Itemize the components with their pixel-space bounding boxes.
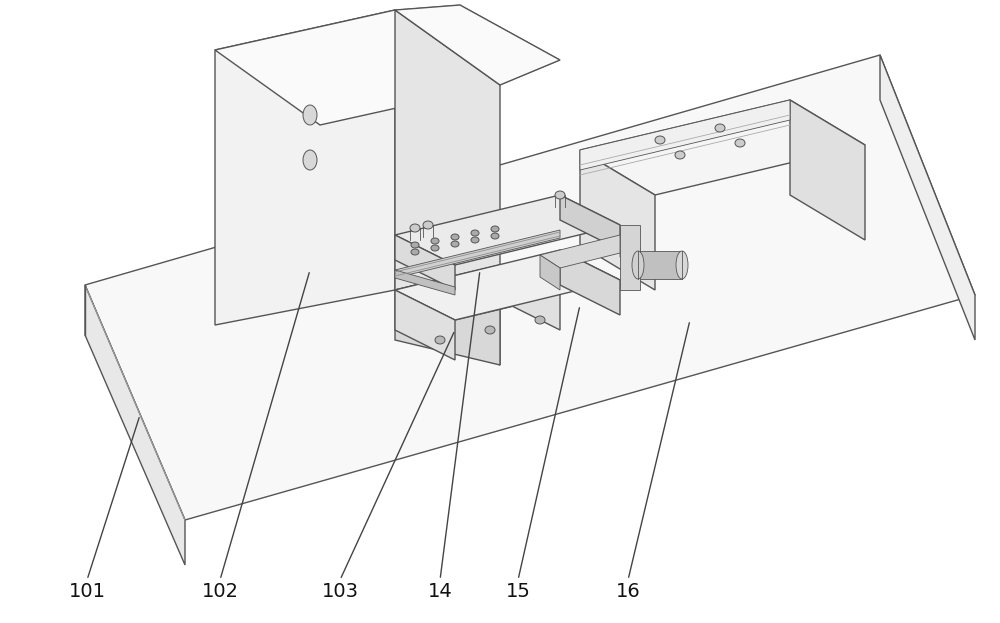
Polygon shape xyxy=(638,251,682,279)
Ellipse shape xyxy=(411,249,419,255)
Polygon shape xyxy=(580,150,655,290)
Ellipse shape xyxy=(471,237,479,243)
Text: 15: 15 xyxy=(506,582,530,601)
Ellipse shape xyxy=(675,151,685,159)
Ellipse shape xyxy=(435,336,445,344)
Polygon shape xyxy=(500,265,560,330)
Polygon shape xyxy=(395,195,620,265)
Polygon shape xyxy=(560,195,620,250)
Ellipse shape xyxy=(491,226,499,232)
Polygon shape xyxy=(395,265,560,320)
Polygon shape xyxy=(395,250,620,320)
Polygon shape xyxy=(85,55,975,520)
Polygon shape xyxy=(395,270,455,295)
Ellipse shape xyxy=(491,233,499,239)
Polygon shape xyxy=(395,235,455,290)
Polygon shape xyxy=(395,290,455,360)
Text: 103: 103 xyxy=(322,582,358,601)
Ellipse shape xyxy=(485,326,495,334)
Polygon shape xyxy=(215,10,500,125)
Ellipse shape xyxy=(555,191,565,199)
Polygon shape xyxy=(560,250,620,315)
Polygon shape xyxy=(395,10,500,365)
Ellipse shape xyxy=(410,224,420,232)
Ellipse shape xyxy=(450,306,460,314)
Ellipse shape xyxy=(735,139,745,147)
Ellipse shape xyxy=(303,150,317,170)
Polygon shape xyxy=(395,230,560,278)
Polygon shape xyxy=(620,225,640,290)
Ellipse shape xyxy=(431,238,439,244)
Polygon shape xyxy=(395,5,560,85)
Polygon shape xyxy=(395,265,500,365)
Text: 16: 16 xyxy=(616,582,640,601)
Polygon shape xyxy=(620,235,640,270)
Ellipse shape xyxy=(423,221,433,229)
Ellipse shape xyxy=(431,245,439,251)
Ellipse shape xyxy=(303,105,317,125)
Ellipse shape xyxy=(471,230,479,236)
Polygon shape xyxy=(395,5,560,85)
Ellipse shape xyxy=(535,316,545,324)
Ellipse shape xyxy=(715,124,725,132)
Polygon shape xyxy=(85,285,185,565)
Polygon shape xyxy=(580,100,865,195)
Ellipse shape xyxy=(676,251,688,279)
Text: 14: 14 xyxy=(428,582,452,601)
Text: 101: 101 xyxy=(68,582,106,601)
Polygon shape xyxy=(790,100,865,240)
Ellipse shape xyxy=(411,242,419,248)
Ellipse shape xyxy=(655,136,665,144)
Polygon shape xyxy=(215,10,395,325)
Polygon shape xyxy=(580,100,790,170)
Polygon shape xyxy=(540,235,640,268)
Polygon shape xyxy=(540,255,560,290)
Ellipse shape xyxy=(632,251,644,279)
Text: 102: 102 xyxy=(202,582,239,601)
Polygon shape xyxy=(880,55,975,340)
Ellipse shape xyxy=(451,234,459,240)
Ellipse shape xyxy=(451,241,459,247)
